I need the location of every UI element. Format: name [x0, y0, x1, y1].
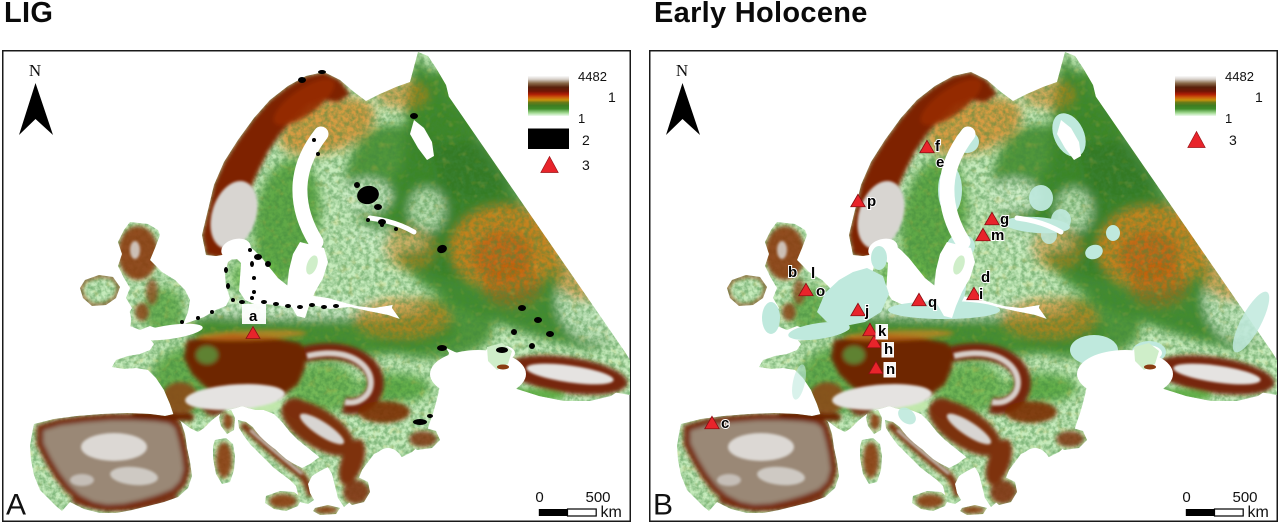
svg-text:j: j — [864, 303, 869, 320]
svg-text:0: 0 — [1182, 489, 1190, 506]
svg-text:1: 1 — [578, 111, 585, 126]
svg-text:km: km — [1248, 504, 1269, 521]
svg-text:o: o — [816, 283, 825, 300]
svg-text:i: i — [979, 286, 983, 303]
svg-text:N: N — [29, 61, 41, 80]
svg-text:3: 3 — [1229, 132, 1237, 148]
svg-text:b: b — [788, 264, 797, 281]
svg-text:g: g — [1000, 211, 1009, 228]
svg-text:A: A — [6, 489, 26, 522]
svg-text:d: d — [981, 269, 990, 286]
svg-text:3: 3 — [582, 157, 590, 173]
svg-text:c: c — [721, 415, 729, 432]
svg-text:l: l — [811, 265, 815, 282]
svg-text:p: p — [867, 193, 876, 210]
svg-text:1: 1 — [608, 89, 616, 105]
svg-text:km: km — [601, 504, 622, 521]
svg-text:a: a — [249, 308, 258, 325]
svg-text:1: 1 — [1225, 111, 1232, 126]
svg-text:q: q — [928, 294, 937, 311]
svg-text:1: 1 — [1255, 89, 1263, 105]
svg-text:4482: 4482 — [1225, 69, 1254, 84]
svg-text:f: f — [935, 138, 941, 155]
svg-text:m: m — [991, 227, 1004, 244]
svg-text:k: k — [878, 323, 887, 340]
svg-text:500: 500 — [585, 489, 610, 506]
svg-text:0: 0 — [535, 489, 543, 506]
svg-text:N: N — [676, 61, 688, 80]
svg-text:2: 2 — [582, 132, 590, 148]
svg-text:e: e — [936, 154, 944, 171]
svg-text:500: 500 — [1232, 489, 1257, 506]
svg-text:n: n — [886, 361, 895, 378]
svg-text:B: B — [653, 489, 673, 522]
svg-text:h: h — [884, 341, 893, 358]
svg-text:4482: 4482 — [578, 69, 607, 84]
